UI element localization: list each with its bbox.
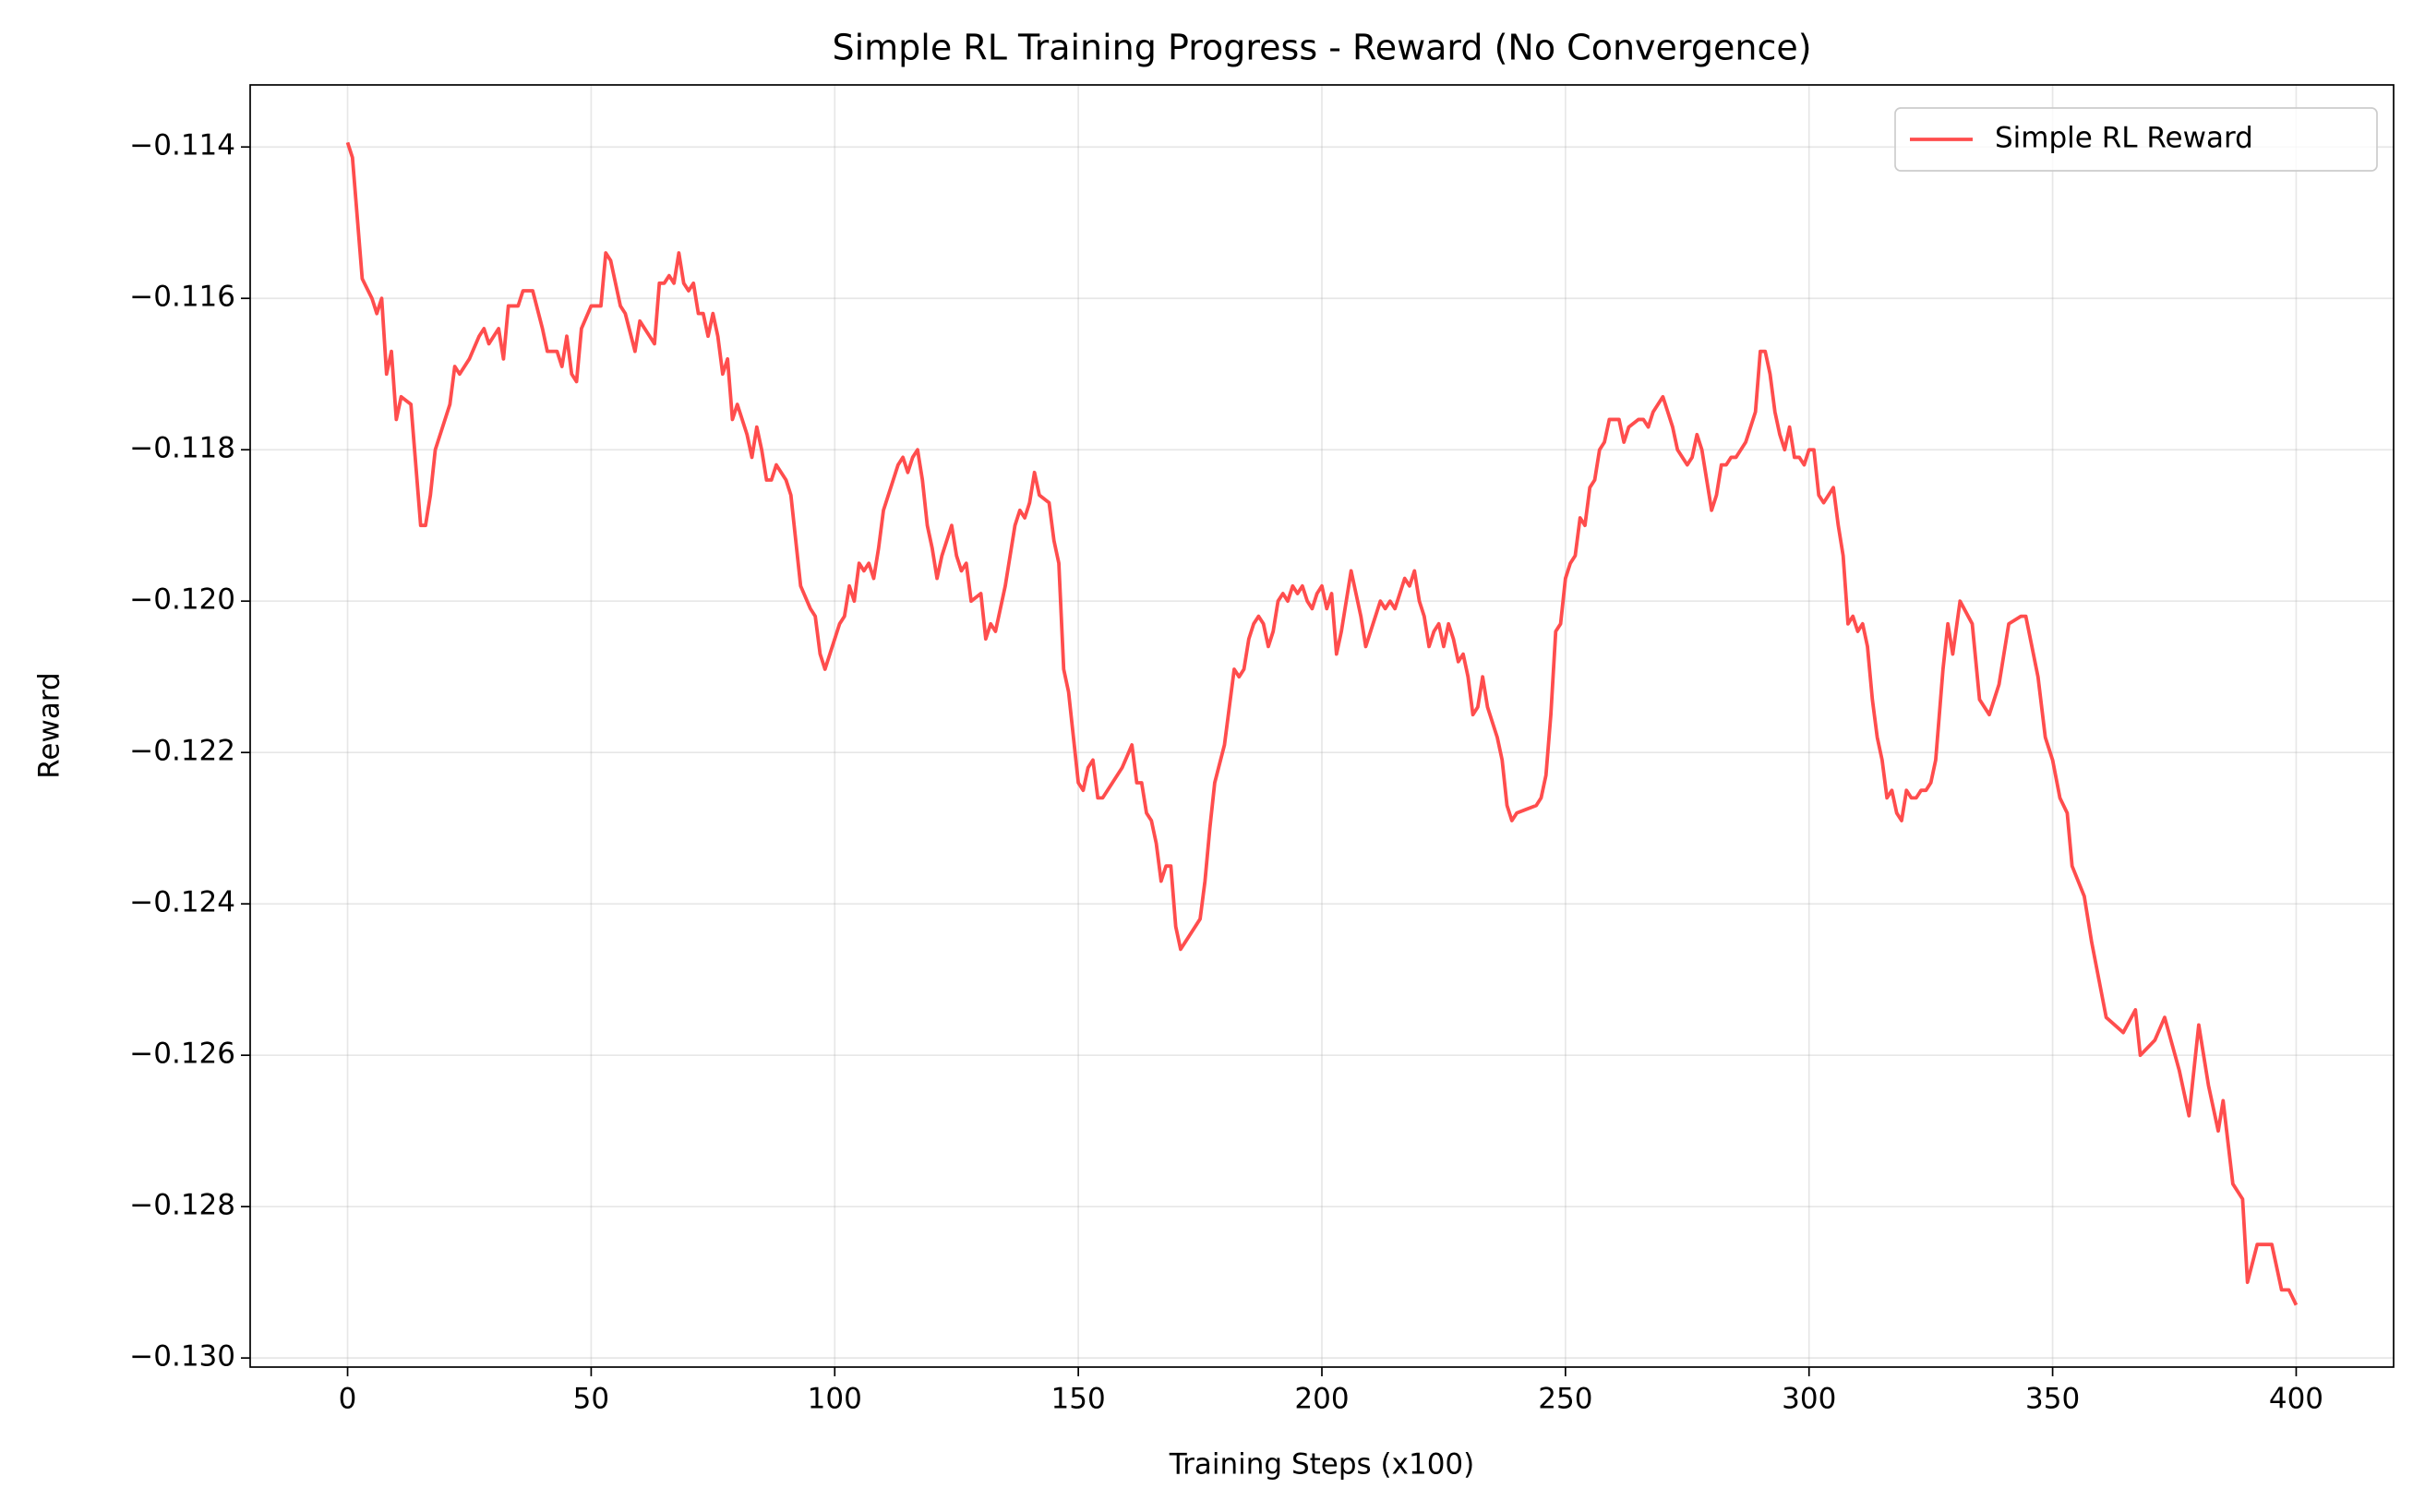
y-tick-label: −0.120 [129, 583, 235, 617]
y-tick-label: −0.118 [129, 432, 235, 465]
x-tick-label: 50 [573, 1383, 609, 1416]
chart-title: Simple RL Training Progress - Reward (No… [832, 28, 1811, 68]
x-tick-label: 250 [1538, 1383, 1592, 1416]
y-tick-label: −0.122 [129, 735, 235, 768]
y-tick-label: −0.124 [129, 886, 235, 919]
y-tick-label: −0.128 [129, 1189, 235, 1222]
x-tick-label: 300 [1782, 1383, 1836, 1416]
legend-label: Simple RL Reward [1995, 122, 2253, 155]
y-axis-label: Reward [33, 672, 66, 778]
x-tick-label: 400 [2269, 1383, 2323, 1416]
y-tick-label: −0.126 [129, 1038, 235, 1071]
x-axis-label: Training Steps (x100) [1169, 1448, 1474, 1482]
x-tick-label: 350 [2025, 1383, 2080, 1416]
y-tick-label: −0.116 [129, 281, 235, 314]
x-tick-label: 0 [339, 1383, 357, 1416]
line [345, 141, 2299, 1306]
legend-box [1894, 107, 2378, 172]
plot-frame [249, 84, 2395, 1368]
x-tick-label: 100 [808, 1383, 862, 1416]
y-tick-label: −0.114 [129, 129, 235, 162]
y-tick-label: −0.130 [129, 1340, 235, 1374]
x-tick-label: 200 [1294, 1383, 1349, 1416]
x-tick-label: 150 [1051, 1383, 1106, 1416]
